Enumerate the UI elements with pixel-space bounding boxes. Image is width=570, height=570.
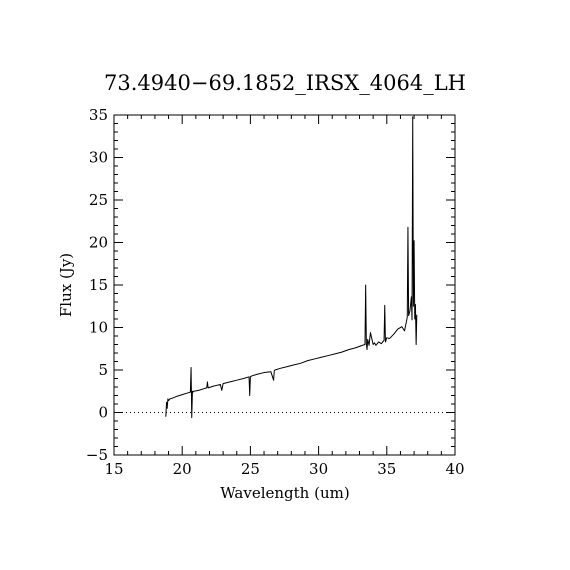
- y-tick-label: 30: [89, 149, 108, 167]
- y-tick-label: −5: [86, 446, 108, 464]
- y-tick-label: 25: [89, 191, 108, 209]
- y-tick-label: 10: [89, 319, 108, 337]
- x-tick-label: 15: [104, 460, 123, 478]
- y-tick-label: 0: [98, 404, 108, 422]
- x-tick-label: 35: [377, 460, 396, 478]
- y-axis-label: Flux (Jy): [57, 253, 75, 317]
- x-axis-ticks: 15 20 25 30 35 40: [104, 115, 465, 478]
- x-tick-label: 40: [445, 460, 464, 478]
- y-tick-label: 5: [98, 361, 108, 379]
- series-lines: [165, 116, 418, 419]
- y-tick-label: 35: [89, 106, 108, 124]
- chart-title: 73.4940−69.1852_IRSX_4064_LH: [104, 71, 466, 95]
- x-tick-label: 30: [309, 460, 328, 478]
- x-tick-label: 25: [241, 460, 260, 478]
- x-axis-label: Wavelength (um): [220, 484, 349, 502]
- y-tick-label: 20: [89, 234, 108, 252]
- y-tick-label: 15: [89, 276, 108, 294]
- series-line-0: [165, 116, 418, 419]
- y-axis-ticks: −5 0 5 10 15 20 25 30 35: [86, 106, 455, 464]
- x-tick-label: 20: [173, 460, 192, 478]
